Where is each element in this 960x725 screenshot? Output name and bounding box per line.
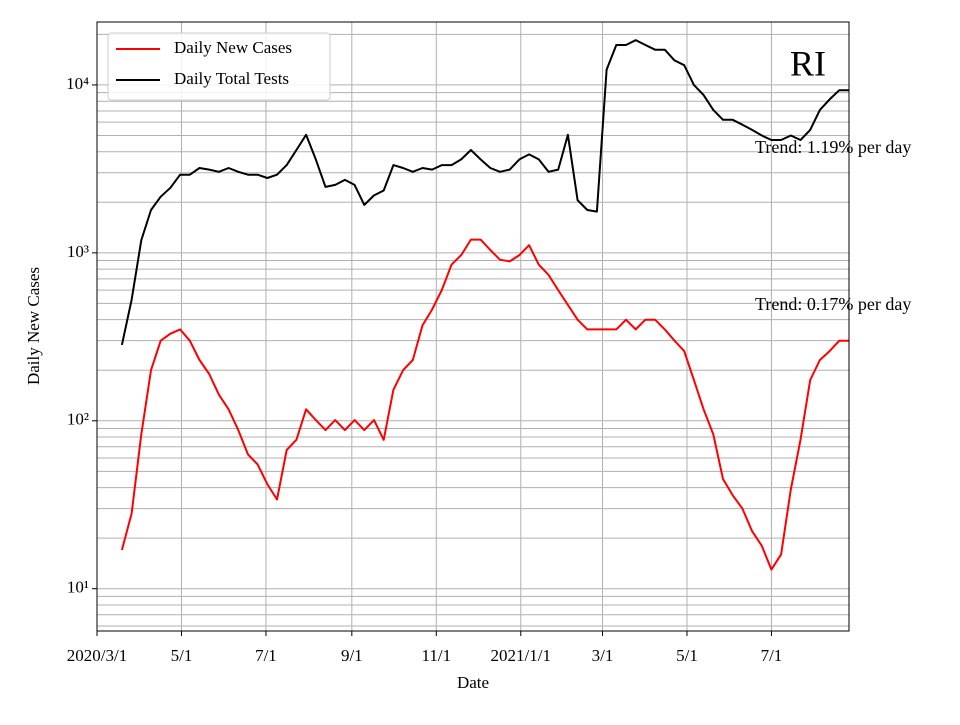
- x-tick-label: 7/1: [761, 646, 783, 665]
- x-tick-label: 9/1: [341, 646, 363, 665]
- y-tick-label: 10³: [67, 242, 89, 261]
- x-tick-label: 2021/1/1: [491, 646, 551, 665]
- annotation: Trend: 1.19% per day: [755, 137, 911, 157]
- y-axis-label: Daily New Cases: [24, 267, 43, 385]
- grid: [96, 22, 849, 631]
- y-tick-label: 10¹: [67, 578, 89, 597]
- x-tick-label: 5/1: [171, 646, 193, 665]
- annotation: Trend: 0.17% per day: [755, 294, 911, 314]
- x-axis-label: Date: [457, 673, 489, 692]
- legend-box: [107, 32, 331, 101]
- x-tick-label: 7/1: [255, 646, 277, 665]
- chart-title: RI: [790, 43, 826, 83]
- x-tick-label: 2020/3/1: [67, 646, 127, 665]
- plot-frame: [96, 21, 850, 632]
- x-tick-label: 11/1: [422, 646, 452, 665]
- legend-label: Daily Total Tests: [174, 69, 289, 88]
- plot-lines: [120, 39, 849, 571]
- x-tick-label: 5/1: [676, 646, 698, 665]
- x-tick-label: 3/1: [592, 646, 614, 665]
- data-line: [120, 39, 849, 346]
- y-tick-label: 10⁴: [66, 74, 89, 93]
- legend-label: Daily New Cases: [174, 38, 292, 57]
- y-tick-label: 10²: [67, 410, 89, 429]
- data-line: [120, 238, 849, 571]
- legend: Daily New Cases Daily Total Tests: [107, 32, 331, 101]
